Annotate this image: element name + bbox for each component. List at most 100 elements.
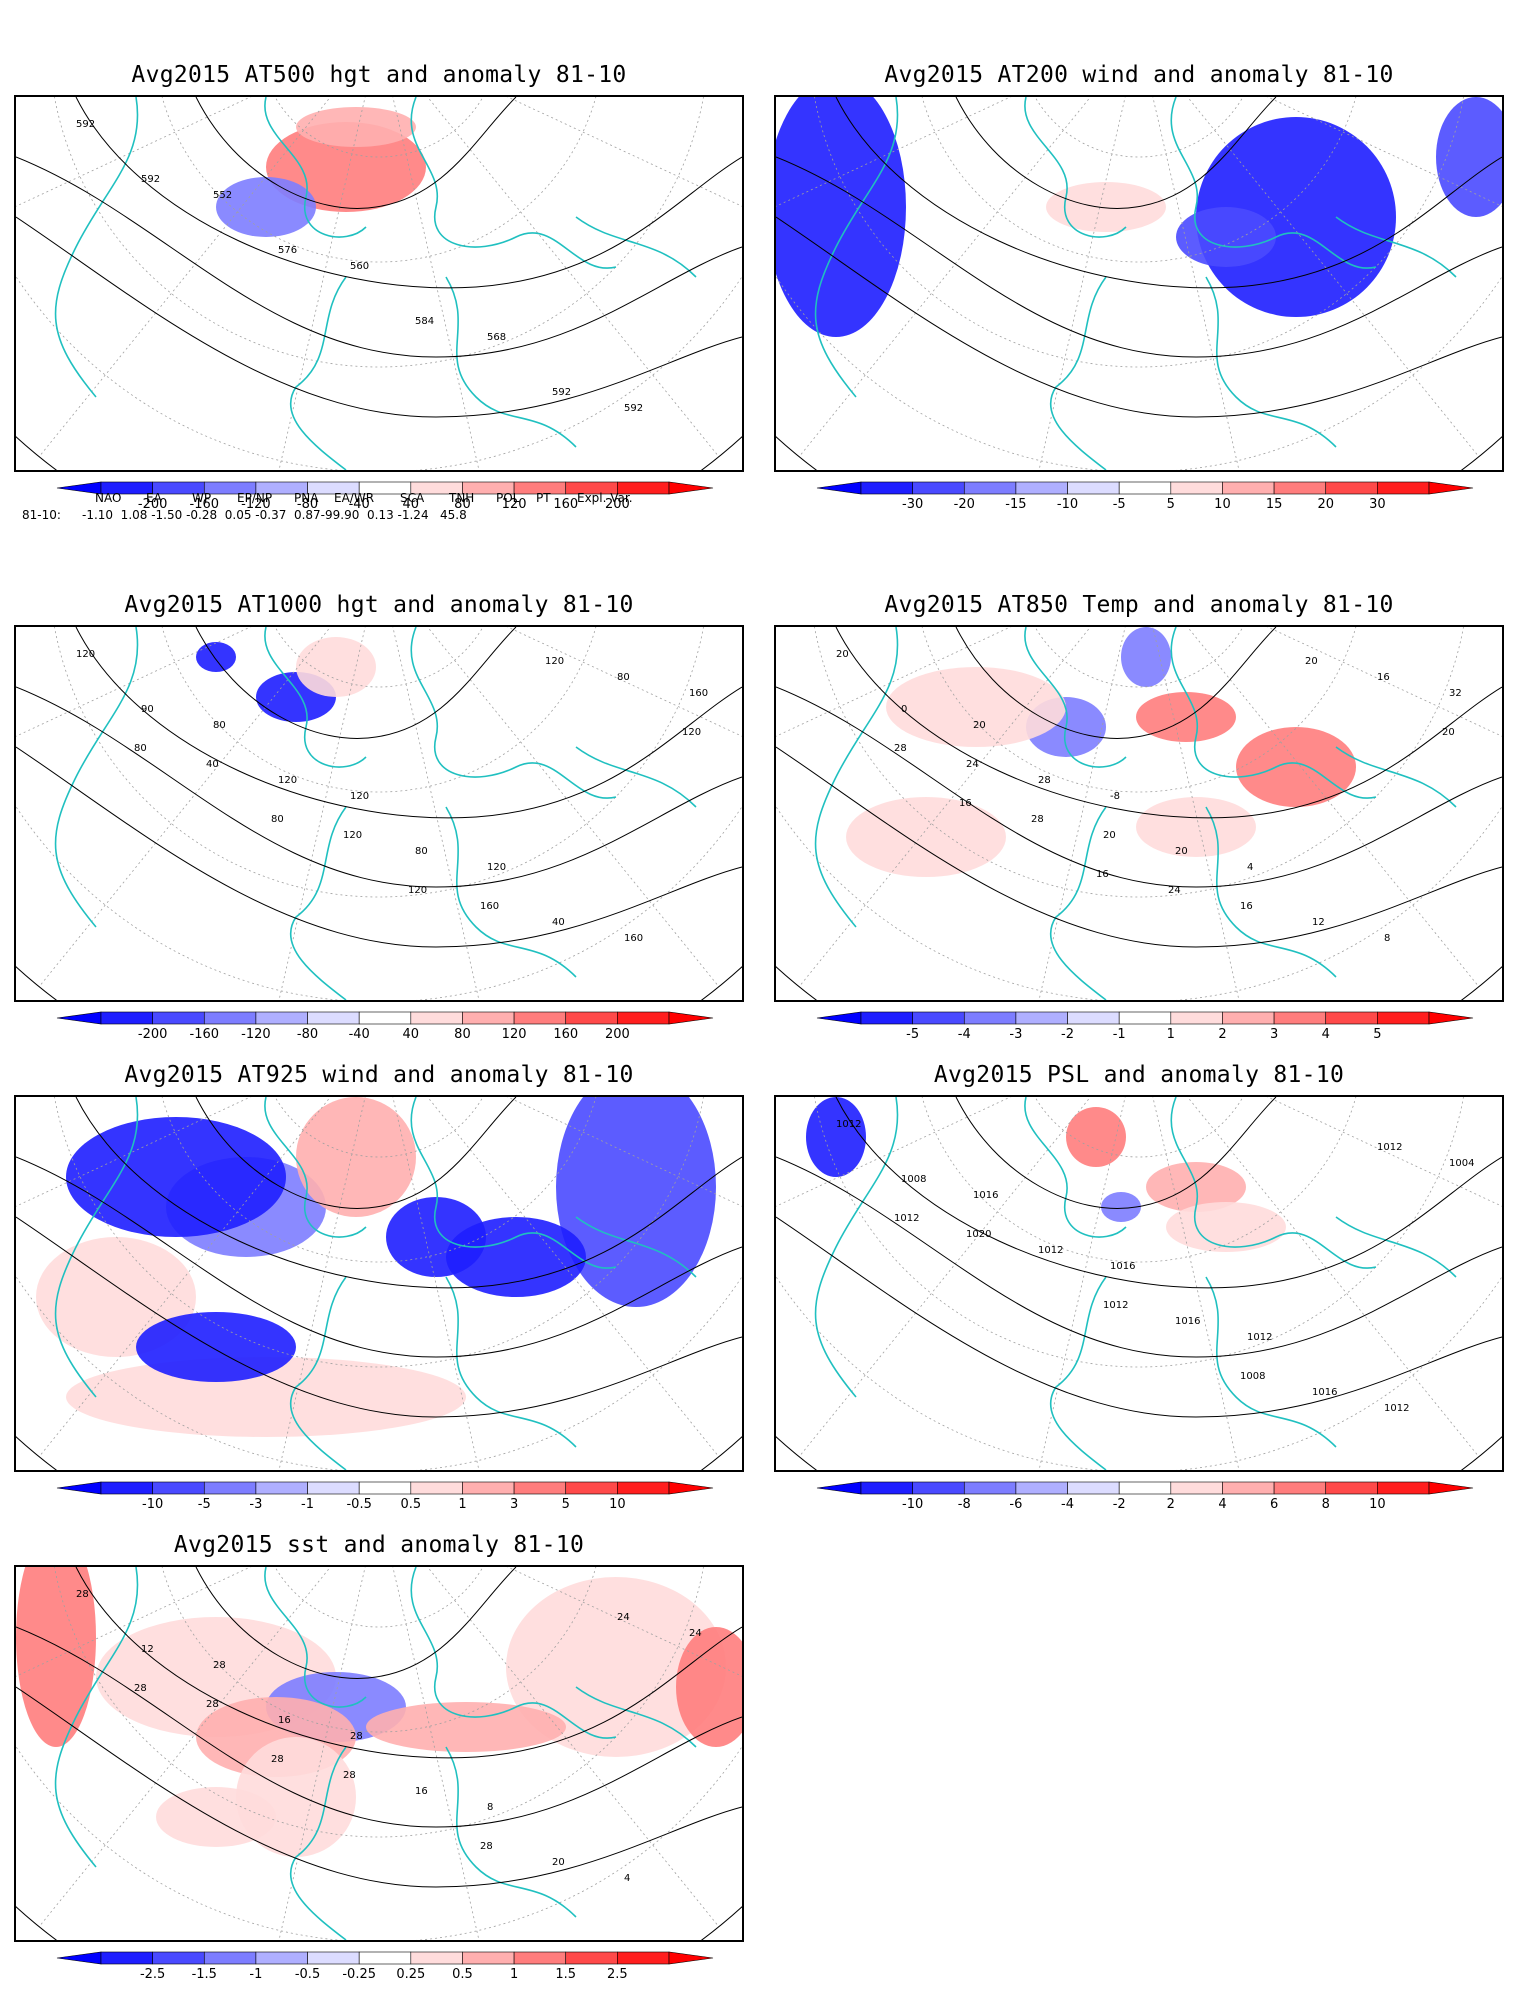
- colorbar-segment: [1170, 481, 1223, 495]
- anomaly-shading: [296, 1097, 416, 1217]
- contour-label: 1012: [1377, 1142, 1402, 1153]
- colorbar-svg: -10 -8 -6 -4 -2 2 4 6 8 10: [816, 1481, 1474, 1512]
- contour-label: 592: [552, 387, 571, 398]
- colorbar-tick-label: 0.25: [396, 1967, 425, 1982]
- colorbar-tick-label: 6: [1270, 1497, 1278, 1512]
- colorbar-segment: [1118, 481, 1172, 495]
- map: 20 20 -8 4 8 0 28 20 12 32 24 20 16 16 28 28 24 20 20 16 16: [776, 627, 1502, 1000]
- meridian: [1138, 1097, 1502, 1266]
- colorbar-tick-label: 10: [1369, 1497, 1386, 1512]
- colorbar-segment: [410, 1951, 463, 1965]
- colorbar-segment: [1325, 1011, 1378, 1025]
- contour-label: 40: [552, 917, 565, 928]
- anomaly-shading: [506, 1577, 726, 1757]
- meridian: [378, 1567, 501, 1940]
- colorbar-tick-label: -1: [1113, 1027, 1126, 1042]
- anomaly-shading: [136, 1312, 296, 1382]
- map: 28 28 28 8 4 12 16 16 20 24 28 28 28 24 28 28: [16, 1567, 742, 1940]
- map-layer: [16, 1097, 742, 1470]
- contour-label: 1012: [1038, 1245, 1063, 1256]
- panel-title: Avg2015 sst and anomaly 81-10: [173, 1532, 585, 1558]
- contour-label: 1016: [1312, 1387, 1337, 1398]
- anomaly-shading: [676, 1627, 742, 1747]
- contour-label: 1008: [901, 1174, 926, 1185]
- colorbar-svg: -30 -20 -15 -10 -5 5 10 15 20 30: [816, 481, 1474, 512]
- tc-header: EA/WR: [334, 491, 375, 505]
- panel-850temp: Avg2015 AT850 Temp and anomaly 81-10 20 2…: [774, 592, 1504, 1042]
- contour-label: 1012: [1247, 1332, 1272, 1343]
- colorbar-segment: [1273, 481, 1327, 495]
- colorbar-tick-label: -80: [297, 497, 318, 512]
- contour-label: 1012: [894, 1213, 919, 1224]
- anomaly-shading: [216, 177, 316, 237]
- colorbar: -10 -5 -3 -1 -0.5 0.5 1 3 5 10: [56, 1481, 714, 1526]
- colorbar-tick-label: 4: [1322, 1027, 1330, 1042]
- colorbar-tick-label: -200: [138, 497, 168, 512]
- colorbar-tick-label: 200: [605, 1027, 630, 1042]
- colorbar-segment: [1325, 1481, 1378, 1495]
- colorbar-tick-label: 20: [1317, 497, 1334, 512]
- contour-lines: [16, 97, 742, 418]
- colorbar: -200 -160 -120 -80 -40 40 80 120 160 200: [56, 1011, 714, 1056]
- colorbar-segment: [203, 1011, 257, 1025]
- colorbar-segment: [963, 481, 1017, 495]
- meridian: [378, 1097, 742, 1266]
- contour-label: 592: [141, 174, 160, 185]
- map-layer: 592 552 560 568 592 592 576 584 592: [16, 97, 742, 470]
- meridian: [776, 627, 1140, 796]
- colorbar-segment: [307, 1951, 360, 1965]
- colorbar-tick-label: 80: [454, 1027, 471, 1042]
- colorbar-segment: [358, 1951, 412, 1965]
- anomaly-shading: [66, 1357, 466, 1437]
- colorbar-arrow-right: [1428, 1481, 1474, 1495]
- colorbar-arrow-left: [816, 1011, 862, 1025]
- map-layer: [776, 97, 1502, 470]
- contour-label: 16: [1240, 901, 1253, 912]
- contour-label: 20: [1175, 846, 1188, 857]
- contour-label: 1012: [836, 1119, 861, 1130]
- contour-label: 120: [278, 775, 297, 786]
- map-layer: 20 20 -8 4 8 0 28 20 12 32 24 20 16 16 28 28 24 20 20 16 16: [776, 627, 1502, 1000]
- colorbar-tick-label: -4: [1061, 1497, 1074, 1512]
- coastline: [814, 627, 1457, 1000]
- contour-label: 8: [487, 1802, 493, 1813]
- colorbar-segment: [1170, 1011, 1223, 1025]
- contour-label: 80: [415, 846, 428, 857]
- colorbar-arrow-right: [668, 1481, 714, 1495]
- colorbar-tick-label: 5: [1167, 497, 1175, 512]
- meridian: [378, 1567, 742, 1736]
- panel-title: Avg2015 AT200 wind and anomaly 81-10: [884, 62, 1394, 88]
- colorbar-segment: [100, 1951, 153, 1965]
- latitude-circle: [258, 1567, 500, 1628]
- colorbar-tick-label: 5: [562, 1497, 570, 1512]
- map-frame: 28 28 28 8 4 12 16 16 20 24 28 28 28 24 28 28: [14, 1565, 744, 1942]
- colorbar-tick-label: 10: [1214, 497, 1231, 512]
- contour-label: 120: [487, 862, 506, 873]
- contour-label: 28: [1031, 814, 1044, 825]
- colorbar-segment: [100, 1481, 153, 1495]
- colorbar-tick-label: -5: [906, 1027, 919, 1042]
- contour-label: 120: [545, 656, 564, 667]
- meridian: [1017, 627, 1140, 1000]
- contour-label: 80: [213, 720, 226, 731]
- colorbar: -200 -160 -120 -80 -40 40 80 120 160 200: [56, 481, 714, 526]
- colorbar-segment: [513, 1951, 567, 1965]
- contour-label: 24: [1168, 885, 1181, 896]
- meridian: [776, 1097, 1140, 1266]
- colorbar-segment: [617, 1011, 670, 1025]
- coastline: [54, 1097, 697, 1470]
- map-layer: 1012 1016 1016 1012 1012 1008 1012 1016 1016 1004…: [776, 1097, 1502, 1470]
- contour-label: 24: [966, 759, 979, 770]
- contour-label: 16: [415, 1786, 428, 1797]
- anomaly-shading: [1136, 692, 1236, 742]
- coastline: [54, 1567, 697, 1940]
- contour-label: 8: [1384, 933, 1390, 944]
- tc-header: NAO: [95, 491, 122, 505]
- colorbar-svg: -200 -160 -120 -80 -40 40 80 120 160 200: [56, 481, 714, 512]
- colorbar-arrow-left: [56, 1481, 102, 1495]
- contour-label: 1012: [1384, 1403, 1409, 1414]
- contour-label: 28: [271, 1754, 284, 1765]
- colorbar-segment: [513, 1011, 567, 1025]
- colorbar-tick-label: 40: [403, 1027, 420, 1042]
- contour-label: 28: [1038, 775, 1051, 786]
